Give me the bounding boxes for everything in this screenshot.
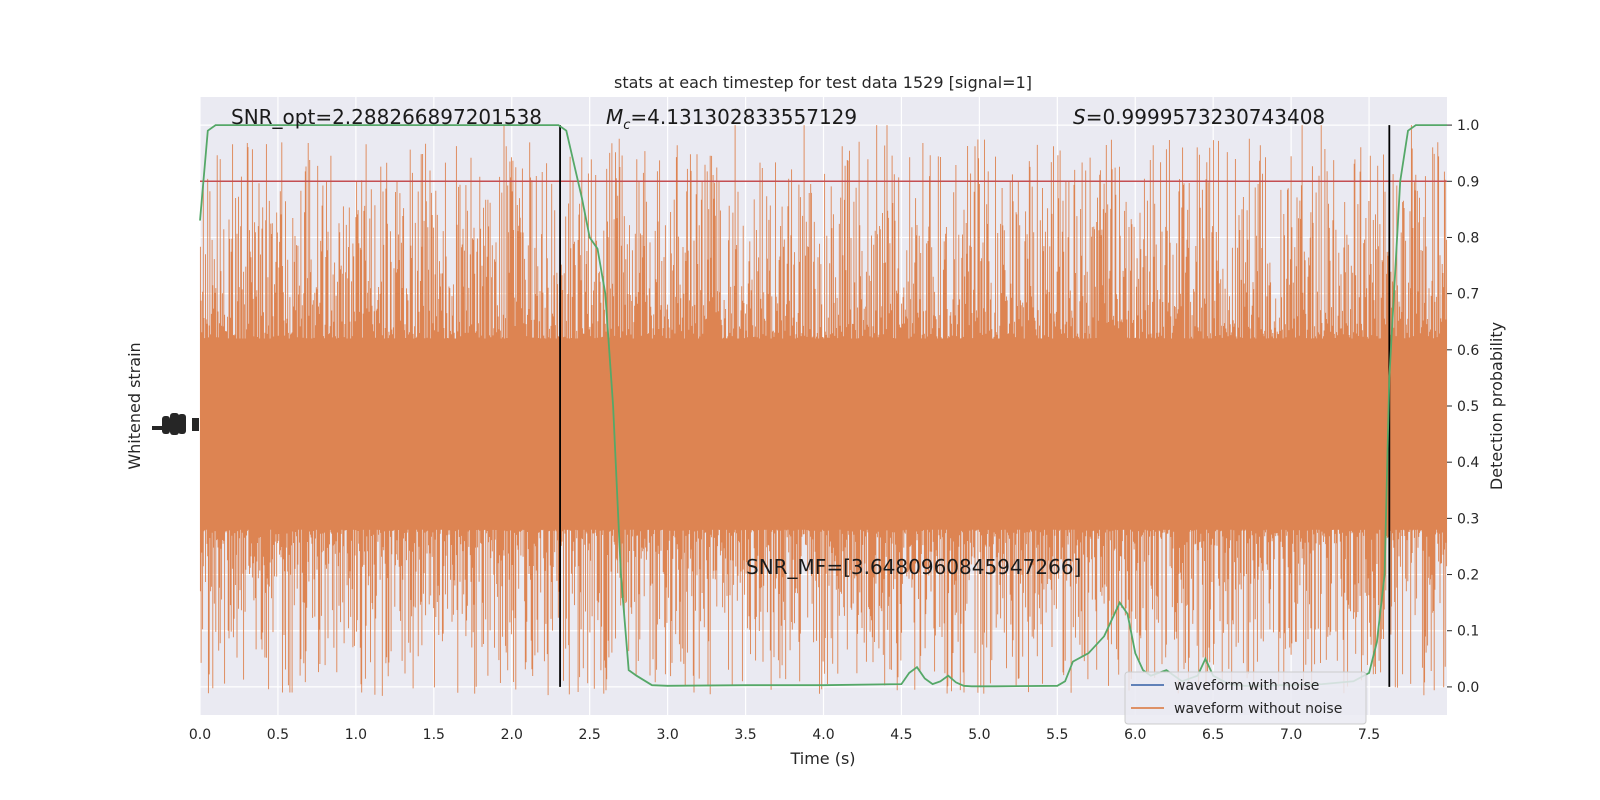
y-tick-label: 0.5 (1457, 399, 1479, 415)
y-axis-right-label: Detection probability (1487, 322, 1506, 490)
strain-noise-spikes (199, 125, 1448, 696)
x-tick-label: 2.0 (501, 727, 523, 743)
x-tick-label: 0.0 (189, 727, 211, 743)
x-tick-label: 0.5 (267, 727, 289, 743)
x-tick-label: 5.5 (1046, 727, 1068, 743)
x-tick-label: 6.0 (1124, 727, 1146, 743)
strain-series (199, 125, 1448, 696)
y-tick-label: 0.4 (1457, 455, 1479, 471)
x-tick-label: 5.0 (968, 727, 990, 743)
y-tick-label: 0.6 (1457, 343, 1479, 359)
x-tick-label: 4.0 (812, 727, 834, 743)
y-tick-label: 0.1 (1457, 624, 1479, 640)
y-tick-label: 0.9 (1457, 174, 1479, 190)
y-tick-label: 0.7 (1457, 287, 1479, 303)
y-axis-left-label: Whitened strain (125, 342, 144, 469)
legend: waveform with noise waveform without noi… (1124, 671, 1367, 725)
y-tick-label: 0.8 (1457, 230, 1479, 246)
legend-box (1124, 671, 1367, 725)
x-tick-label: 1.5 (423, 727, 445, 743)
x-tick-label: 2.5 (579, 727, 601, 743)
chirp-mass-annotation: Mc=4.131302833557129 (606, 105, 857, 133)
snr-mf-annotation: SNR_MF=[3.6480960845947266] (746, 555, 1081, 579)
x-tick-label: 7.0 (1280, 727, 1302, 743)
x-tick-label: 1.0 (345, 727, 367, 743)
x-tick-label: 6.5 (1202, 727, 1224, 743)
x-tick-label: 4.5 (890, 727, 912, 743)
s-annotation: S=0.9999573230743408 (1073, 105, 1325, 129)
chart-title: stats at each timestep for test data 152… (614, 73, 1032, 92)
y-tick-label: 0.0 (1457, 680, 1479, 696)
legend-label-without-noise: waveform without noise (1174, 701, 1342, 717)
x-axis-label: Time (s) (789, 749, 855, 768)
y-tick-label: 0.3 (1457, 511, 1479, 527)
legend-label-with-noise: waveform with noise (1174, 678, 1319, 694)
y-tick-label: 0.2 (1457, 568, 1479, 584)
snr-opt-annotation: SNR_opt=2.288266897201538 (231, 105, 542, 129)
x-tick-label: 7.5 (1358, 727, 1380, 743)
x-tick-label: 3.0 (656, 727, 678, 743)
y-tick-label: 1.0 (1457, 118, 1479, 134)
y-ticks-right: 0.0 0.1 0.2 0.3 0.4 0.5 0.6 0.7 0.8 0.9 1.0 (1447, 118, 1479, 696)
x-tick-label: 3.5 (734, 727, 756, 743)
x-ticks: 0.0 0.5 1.0 1.5 2.0 2.5 3.0 3.5 4.0 4.5 5.0 5.5 6.0 6… (189, 727, 1380, 743)
left-axis-overlapped-ticks (152, 413, 199, 435)
